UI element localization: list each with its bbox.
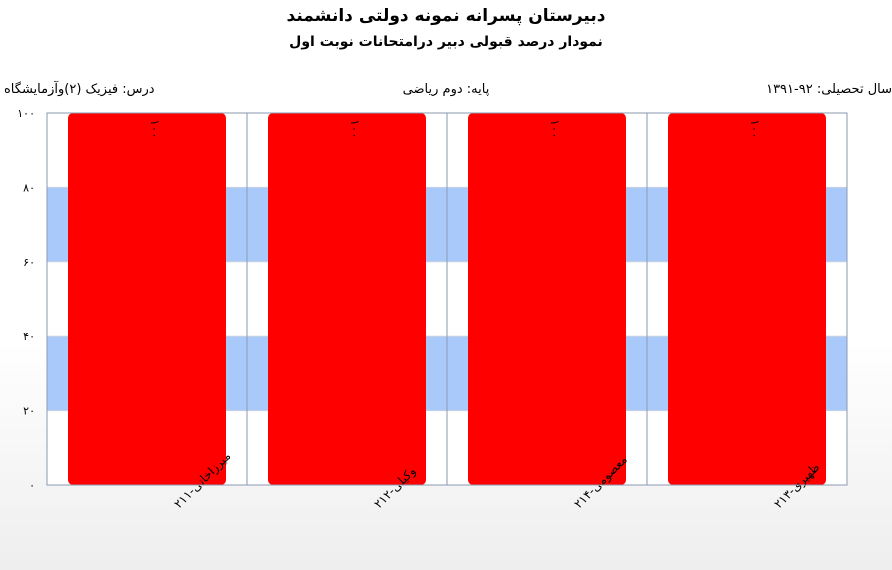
bar-value-label: ۱۰۰ [148,119,162,138]
y-tick-label: ۸۰ [23,181,35,194]
bar [668,113,826,485]
y-tick-label: ۴۰ [23,330,35,343]
grade-label: پایه: دوم ریاضی [402,82,490,97]
school-year-label: سال تحصیلی: ۹۲-۱۳۹۱ [766,82,892,97]
bar-value-label: ۱۰۰ [548,119,562,138]
plot-border [46,112,848,486]
y-tick-label: ۱۰۰ [17,107,35,120]
y-tick-label: ۶۰ [23,256,35,269]
bar [68,113,226,485]
course-label: درس: فیزیک (۲)وآزمایشگاه [4,82,155,97]
bar-value-label: ۱۰۰ [348,119,362,138]
y-tick-label: ۰ [29,479,35,492]
y-tick-label: ۲۰ [23,405,35,418]
bar [268,113,426,485]
bar [468,113,626,485]
bar-value-label: ۱۰۰ [748,119,762,138]
chart-subtitle: نمودار درصد قبولی دبیر درامتحانات نوبت ا… [289,34,603,50]
chart-title: دبیرستان پسرانه نمونه دولتی دانشمند [286,6,606,26]
